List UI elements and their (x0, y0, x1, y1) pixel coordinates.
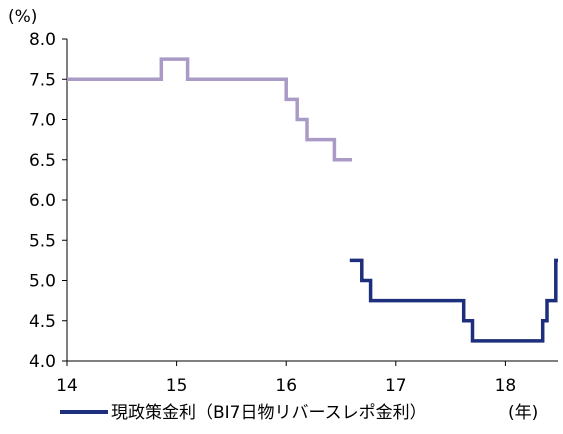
legend-label: 現政策金利（BI7日物リバースレポ金利） (111, 403, 427, 423)
series-2-point (348, 259, 351, 262)
series-2-point (462, 319, 465, 322)
series-2-point (541, 319, 544, 322)
series-1-point (160, 58, 163, 61)
x-tick-label: 15 (166, 376, 188, 396)
axes: 4.0 4.5 5.0 5.5 6.0 6.5 7.0 7.5 8.0 14 15 16 17 18 (29, 30, 558, 396)
x-tick-label: 17 (385, 376, 407, 396)
series-1-point (306, 138, 309, 141)
y-tick-label: 7.0 (29, 111, 56, 131)
series-line-2 (349, 258, 558, 343)
series-2-point (557, 259, 560, 262)
series-2-point (471, 339, 474, 342)
series-1-point (285, 98, 288, 101)
series-line-1 (67, 57, 352, 162)
x-tick-label: 18 (495, 376, 517, 396)
series-2-point (369, 299, 372, 302)
y-tick-label: 6.0 (29, 191, 56, 211)
series-2-point (360, 279, 363, 282)
series-2-point (546, 299, 549, 302)
y-tick-label: 4.5 (29, 312, 56, 332)
series-1-point (296, 118, 299, 121)
y-tick-label: 8.0 (29, 30, 56, 50)
series-1-point (333, 158, 336, 161)
y-tick-label: 4.0 (29, 352, 56, 372)
series-1-point (350, 158, 353, 161)
y-tick-label: 5.5 (29, 231, 56, 251)
legend: 現政策金利（BI7日物リバースレポ金利） (60, 403, 427, 423)
y-axis-unit-label: (%) (8, 7, 37, 27)
x-tick-label: 14 (56, 376, 78, 396)
x-axis-unit-label: (年) (508, 403, 538, 423)
y-tick-label: 5.0 (29, 272, 56, 292)
y-tick-label: 6.5 (29, 151, 56, 171)
x-tick-label: 16 (275, 376, 297, 396)
series-1-point (66, 78, 69, 81)
plot-area (66, 57, 560, 343)
series-1-point (186, 78, 189, 81)
y-tick-label: 7.5 (29, 70, 56, 90)
